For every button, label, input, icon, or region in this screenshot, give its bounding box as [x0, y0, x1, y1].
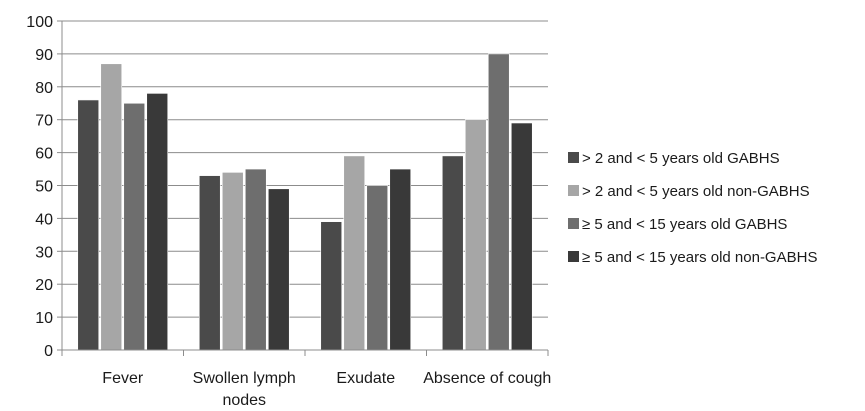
y-tick-label: 20 [35, 277, 53, 294]
bar [441, 155, 464, 351]
bar [198, 175, 221, 351]
bar [510, 122, 533, 351]
legend-swatch [568, 218, 579, 229]
x-tick-label: Fever [102, 370, 144, 387]
bars [77, 53, 533, 351]
bar [123, 102, 146, 351]
y-tick-label: 80 [35, 80, 53, 97]
y-tick-label: 40 [35, 211, 53, 228]
y-tick-label: 100 [26, 14, 53, 31]
legend-label: ≥ 5 and < 15 years old GABHS [582, 216, 787, 233]
bar [146, 93, 169, 351]
legend: > 2 and < 5 years old GABHS > 2 and < 5 y… [568, 150, 817, 266]
bar [366, 185, 389, 351]
bar [221, 172, 244, 351]
bar [464, 119, 487, 351]
y-tick-label: 30 [35, 244, 53, 261]
x-tick-label: Absence of cough [423, 370, 551, 387]
legend-swatch [568, 251, 579, 262]
bar [100, 63, 123, 351]
y-tick-label: 70 [35, 113, 53, 130]
y-tick-label: 60 [35, 146, 53, 163]
bar [389, 168, 412, 351]
axes: 0 10 20 30 40 50 60 70 80 90 100 Fever Swollen lymph… [26, 14, 551, 409]
y-tick-label: 10 [35, 310, 53, 327]
bar [320, 221, 343, 351]
y-tick-label: 90 [35, 47, 53, 64]
legend-label: > 2 and < 5 years old non-GABHS [582, 183, 810, 200]
legend-swatch [568, 185, 579, 196]
y-tick-label: 50 [35, 179, 53, 196]
bar [487, 53, 510, 351]
legend-label: > 2 and < 5 years old GABHS [582, 150, 780, 167]
bar [267, 188, 290, 351]
legend-label: ≥ 5 and < 15 years old non-GABHS [582, 249, 817, 266]
bar [343, 155, 366, 351]
bar [244, 168, 267, 351]
x-tick-label: Exudate [336, 370, 395, 387]
bar [77, 99, 100, 351]
x-tick-label: Swollen lymph nodes [193, 370, 296, 406]
legend-swatch [568, 152, 579, 163]
y-tick-label: 0 [44, 343, 53, 360]
